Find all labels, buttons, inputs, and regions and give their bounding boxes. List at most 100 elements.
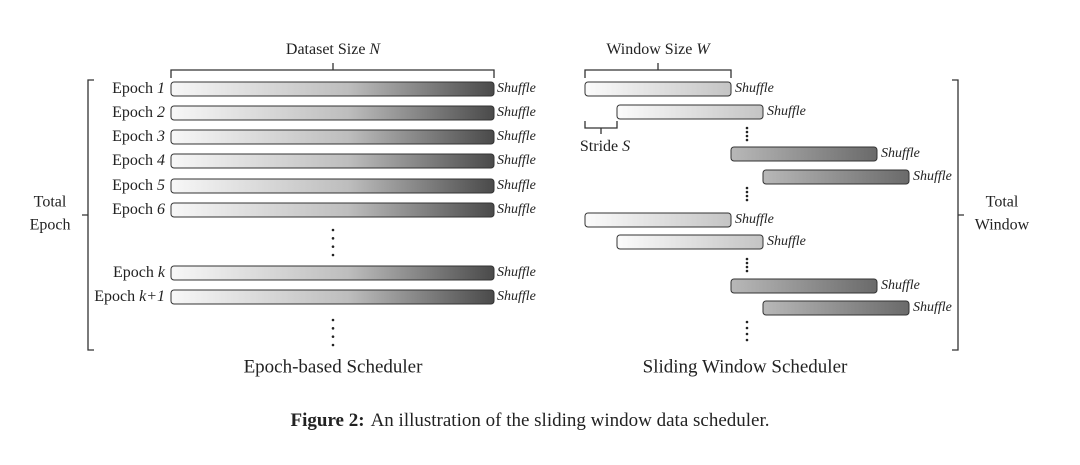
ellipsis-dot — [331, 253, 335, 257]
ellipsis-dot — [745, 332, 749, 336]
epoch-label: Epoch 2 — [112, 104, 165, 121]
ellipsis-dot — [745, 134, 749, 138]
ellipsis-dot — [331, 318, 335, 322]
epoch-index: k — [158, 264, 166, 281]
ellipsis-dot — [331, 327, 335, 330]
total-label: Window — [975, 217, 1030, 234]
ellipsis-dot — [745, 190, 749, 194]
ellipsis-dot — [745, 138, 749, 142]
ellipsis-dot — [745, 338, 749, 342]
epoch-index: 3 — [156, 128, 165, 145]
epoch-word: Epoch — [112, 201, 153, 218]
size-label: Window Size — [606, 41, 692, 58]
brace — [170, 63, 495, 78]
epoch-bar — [170, 265, 495, 281]
scheduler-title: Epoch-based Scheduler — [244, 356, 424, 377]
ellipsis-dot — [745, 198, 749, 202]
epoch-index: 2 — [157, 104, 165, 121]
epoch-label: Epoch 1 — [112, 80, 165, 97]
epoch-bar — [170, 129, 495, 145]
window-bar — [584, 212, 732, 228]
ellipsis-dot — [745, 326, 749, 330]
caption: Figure 2: An illustration of the sliding … — [291, 410, 770, 431]
ellipsis-dot — [331, 343, 335, 347]
epoch-bar — [170, 105, 495, 121]
brace — [584, 63, 732, 78]
ellipsis-dot — [331, 228, 335, 232]
ellipsis-dot — [745, 269, 749, 273]
ellipsis-dot — [331, 335, 335, 338]
shuffle-label: Shuffle — [497, 129, 536, 144]
brace — [584, 121, 618, 134]
epoch-word: Epoch — [112, 152, 153, 169]
ellipsis-dot — [331, 237, 335, 240]
brace — [82, 79, 94, 351]
shuffle-label: Shuffle — [497, 105, 536, 120]
epoch-word: Epoch — [113, 264, 154, 281]
window-bar — [616, 234, 764, 250]
epoch-label: Epoch 3 — [112, 128, 165, 145]
epoch-word: Epoch — [112, 104, 153, 121]
braces — [82, 63, 964, 351]
epoch-word: Epoch — [112, 80, 153, 97]
epoch-word: Epoch — [112, 177, 153, 194]
shuffle-label: Shuffle — [497, 153, 536, 168]
total-label: Total — [34, 194, 67, 211]
epoch-index: 5 — [157, 177, 165, 194]
shuffle-label: Shuffle — [881, 278, 920, 293]
epoch-bar — [170, 202, 495, 218]
shuffle-label: Shuffle — [767, 104, 806, 119]
shuffle-label: Shuffle — [767, 234, 806, 249]
epoch-word: Epoch — [112, 128, 153, 145]
epoch-label: Epoch k — [113, 264, 166, 281]
shuffle-label: Shuffle — [497, 81, 536, 96]
shuffle-label: Shuffle — [497, 289, 536, 304]
stride-symbol: S — [622, 138, 630, 155]
shuffle-label: Shuffle — [497, 202, 536, 217]
stride-text: Stride — [580, 138, 618, 155]
ellipsis-dot — [745, 320, 749, 324]
epoch-label: Epoch 4 — [112, 152, 165, 169]
epoch-label: Epoch 5 — [112, 177, 165, 194]
ellipsis-dot — [745, 130, 749, 134]
epoch-bar — [170, 153, 495, 169]
size-symbol: N — [368, 41, 381, 58]
size-label: Dataset Size — [286, 41, 366, 58]
ellipsis-dot — [331, 245, 335, 248]
ellipsis-dot — [745, 126, 749, 130]
shuffle-label: Shuffle — [735, 212, 774, 227]
epoch-bar — [170, 81, 495, 97]
window-size-label: Window Size W — [606, 41, 711, 58]
shuffle-label: Shuffle — [881, 146, 920, 161]
size-symbol: W — [696, 41, 711, 58]
window-bar — [730, 146, 878, 162]
epoch-index: 6 — [157, 201, 165, 218]
ellipsis-dot — [745, 261, 749, 265]
epoch-index: 1 — [157, 80, 165, 97]
shuffle-label: Shuffle — [735, 81, 774, 96]
window-bar — [730, 278, 878, 294]
window-bar — [762, 169, 910, 185]
ellipsis-dot — [745, 194, 749, 198]
shuffle-label: Shuffle — [497, 178, 536, 193]
caption-text: An illustration of the sliding window da… — [371, 410, 770, 431]
shuffle-label: Shuffle — [497, 265, 536, 280]
total-label: Epoch — [30, 217, 71, 234]
stride-label: Stride S — [580, 138, 630, 155]
ellipsis-dot — [745, 265, 749, 269]
caption-label: Figure 2: — [291, 410, 365, 431]
ellipsis-dot — [745, 257, 749, 261]
window-bar — [616, 104, 764, 120]
scheduler-title: Sliding Window Scheduler — [643, 356, 848, 377]
epoch-bar — [170, 178, 495, 194]
epoch-index: 4 — [157, 152, 165, 169]
window-bar — [584, 81, 732, 97]
epoch-bar — [170, 289, 495, 305]
epoch-word: Epoch — [94, 288, 135, 305]
window-bar — [762, 300, 910, 316]
shuffle-label: Shuffle — [913, 300, 952, 315]
epoch-label: Epoch 6 — [112, 201, 165, 218]
dataset-size-label: Dataset Size N — [286, 41, 382, 58]
